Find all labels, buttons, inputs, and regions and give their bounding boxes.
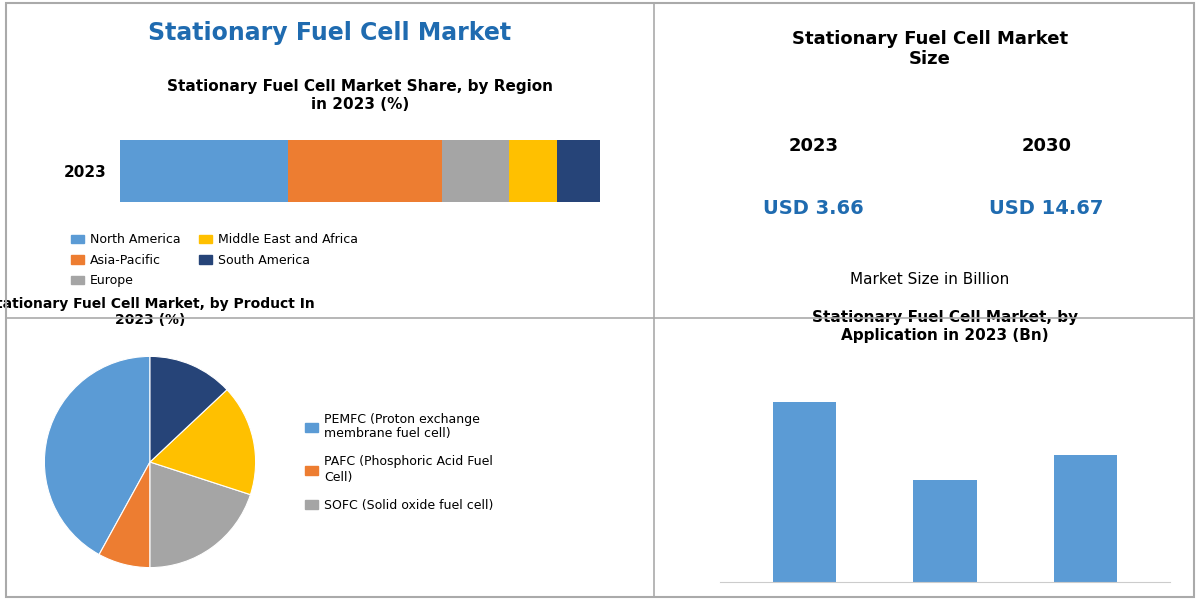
Wedge shape xyxy=(150,390,256,494)
Bar xyxy=(288,140,442,202)
Bar xyxy=(773,401,836,582)
Text: Stationary Fuel Cell Market: Stationary Fuel Cell Market xyxy=(149,21,511,45)
Bar xyxy=(1054,455,1117,582)
Bar xyxy=(120,140,288,202)
Text: USD 3.66: USD 3.66 xyxy=(763,199,864,218)
Text: USD 14.67: USD 14.67 xyxy=(989,199,1103,218)
Bar xyxy=(913,479,977,582)
Wedge shape xyxy=(150,356,227,462)
Text: Market Size in Billion: Market Size in Billion xyxy=(851,272,1009,287)
Text: 2030: 2030 xyxy=(1021,137,1072,155)
Bar xyxy=(509,140,557,202)
Legend: North America, Asia-Pacific, Europe, Middle East and Africa, South America: North America, Asia-Pacific, Europe, Mid… xyxy=(66,228,364,292)
Title: Stationary Fuel Cell Market Share, by Region
in 2023 (%): Stationary Fuel Cell Market Share, by Re… xyxy=(167,79,553,112)
Text: 2023: 2023 xyxy=(788,137,839,155)
Legend: PEMFC (Proton exchange
membrane fuel cell), PAFC (Phosphoric Acid Fuel
Cell), SO: PEMFC (Proton exchange membrane fuel cel… xyxy=(300,407,498,517)
Bar xyxy=(557,140,600,202)
Wedge shape xyxy=(44,356,150,554)
Bar xyxy=(442,140,509,202)
Text: Stationary Fuel Cell Market
Size: Stationary Fuel Cell Market Size xyxy=(792,29,1068,68)
Title: Stationary Fuel Cell Market, by Product In
2023 (%): Stationary Fuel Cell Market, by Product … xyxy=(0,297,314,328)
Wedge shape xyxy=(150,462,251,568)
Wedge shape xyxy=(100,462,150,568)
Title: Stationary Fuel Cell Market, by
Application in 2023 (Bn): Stationary Fuel Cell Market, by Applicat… xyxy=(812,310,1078,343)
